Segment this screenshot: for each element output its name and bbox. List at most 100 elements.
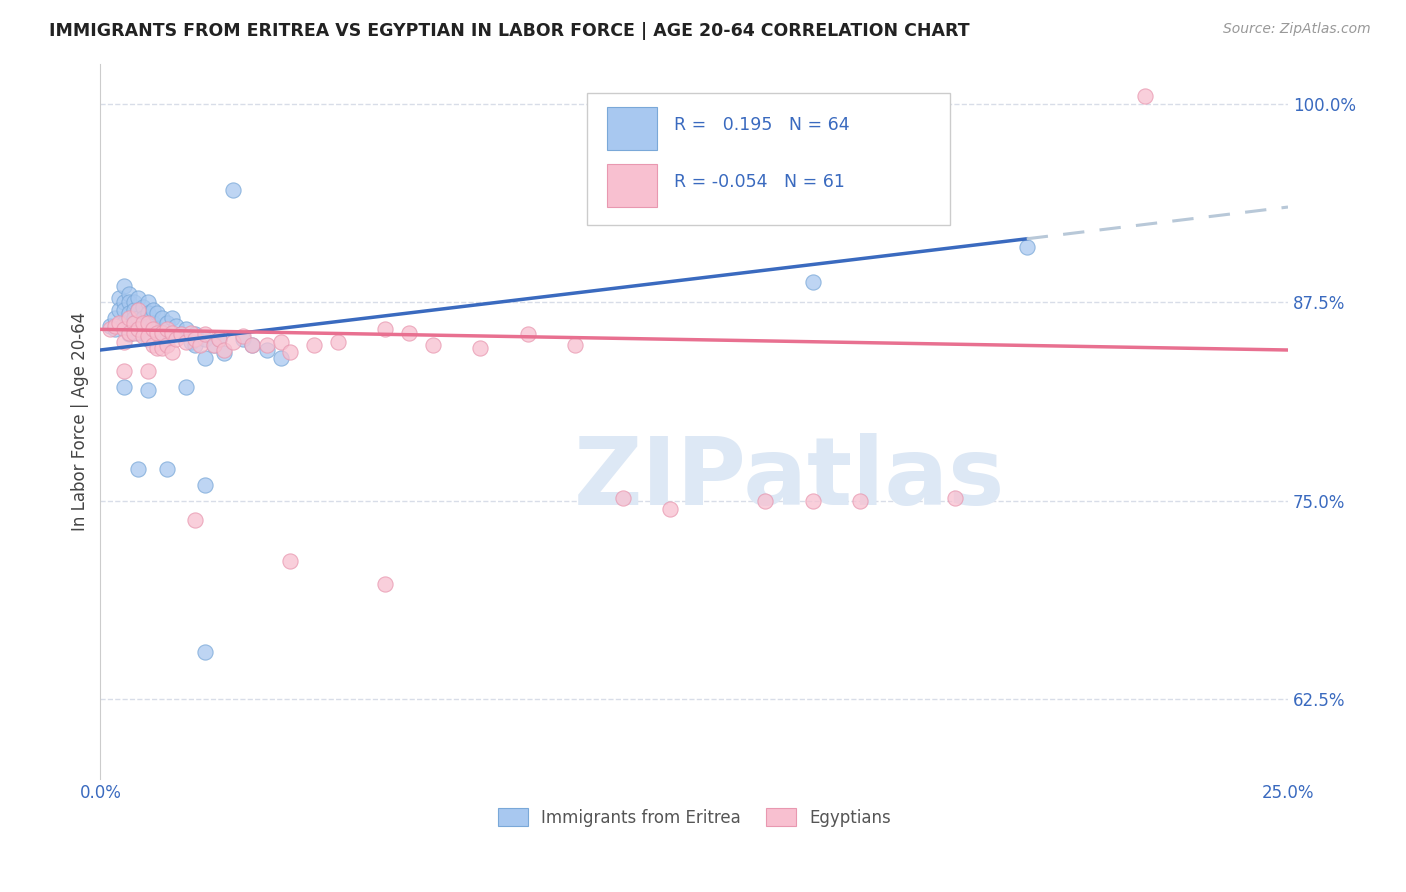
Point — [174, 322, 197, 336]
Point — [112, 316, 135, 330]
Point — [122, 322, 145, 336]
Point — [270, 334, 292, 349]
Point — [132, 300, 155, 314]
Point — [232, 328, 254, 343]
Point — [180, 334, 202, 349]
Point — [194, 332, 217, 346]
Point — [222, 183, 245, 197]
Point — [142, 338, 165, 352]
Point — [184, 513, 207, 527]
Point — [122, 295, 145, 310]
Text: R = -0.054   N = 61: R = -0.054 N = 61 — [673, 173, 845, 191]
Point — [108, 316, 131, 330]
Point — [136, 328, 159, 343]
Point — [118, 295, 141, 310]
Point — [118, 319, 141, 334]
Point — [136, 383, 159, 397]
Point — [188, 338, 211, 352]
Point — [118, 306, 141, 320]
Point — [180, 326, 202, 340]
Point — [146, 342, 169, 356]
Point — [422, 338, 444, 352]
Point — [104, 311, 127, 326]
Point — [150, 342, 173, 356]
Point — [118, 326, 141, 340]
Point — [118, 327, 141, 342]
Point — [240, 338, 263, 352]
Point — [108, 303, 131, 318]
Point — [194, 478, 217, 492]
FancyBboxPatch shape — [607, 107, 658, 150]
Point — [754, 494, 776, 508]
Text: R =   0.195   N = 64: R = 0.195 N = 64 — [673, 116, 849, 134]
Point — [208, 332, 231, 346]
Point — [146, 322, 169, 336]
Point — [212, 343, 235, 357]
Point — [194, 327, 217, 342]
Point — [156, 462, 179, 476]
Point — [1015, 240, 1038, 254]
Point — [174, 379, 197, 393]
Point — [240, 338, 263, 352]
Point — [165, 319, 187, 334]
Point — [156, 332, 179, 346]
Point — [232, 332, 254, 346]
Point — [170, 327, 193, 342]
Point — [470, 342, 492, 356]
Point — [194, 645, 217, 659]
Point — [280, 344, 302, 359]
Point — [132, 322, 155, 336]
Point — [849, 494, 872, 508]
Point — [127, 462, 149, 476]
Point — [160, 326, 183, 340]
Point — [174, 334, 197, 349]
Point — [184, 332, 207, 346]
Point — [127, 291, 149, 305]
Point — [136, 332, 159, 346]
Point — [146, 326, 169, 340]
Point — [132, 311, 155, 326]
Point — [801, 494, 824, 508]
FancyBboxPatch shape — [588, 93, 949, 225]
Point — [112, 279, 135, 293]
Point — [122, 311, 145, 326]
Point — [160, 327, 183, 342]
Point — [112, 364, 135, 378]
Point — [104, 319, 127, 334]
Point — [142, 303, 165, 318]
Text: IMMIGRANTS FROM ERITREA VS EGYPTIAN IN LABOR FORCE | AGE 20-64 CORRELATION CHART: IMMIGRANTS FROM ERITREA VS EGYPTIAN IN L… — [49, 22, 970, 40]
Point — [160, 311, 183, 326]
Point — [326, 334, 349, 349]
Point — [659, 501, 682, 516]
Point — [142, 316, 165, 330]
Point — [118, 287, 141, 301]
Point — [136, 316, 159, 330]
Point — [374, 322, 396, 336]
Point — [280, 554, 302, 568]
Point — [302, 338, 325, 352]
Point — [184, 338, 207, 352]
FancyBboxPatch shape — [607, 164, 658, 207]
Point — [270, 351, 292, 365]
Point — [256, 343, 278, 357]
Point — [208, 332, 231, 346]
Point — [801, 275, 824, 289]
Point — [170, 327, 193, 342]
Legend: Immigrants from Eritrea, Egyptians: Immigrants from Eritrea, Egyptians — [489, 800, 898, 835]
Text: Source: ZipAtlas.com: Source: ZipAtlas.com — [1223, 22, 1371, 37]
Point — [136, 295, 159, 310]
Point — [202, 338, 225, 352]
Point — [212, 346, 235, 360]
Point — [156, 316, 179, 330]
Point — [150, 311, 173, 326]
Point — [98, 319, 121, 334]
Point — [112, 334, 135, 349]
Point — [165, 332, 187, 346]
Point — [108, 291, 131, 305]
Point — [222, 334, 245, 349]
Point — [150, 326, 173, 340]
Point — [136, 364, 159, 378]
Point — [127, 326, 149, 340]
Point — [398, 326, 420, 340]
Point — [612, 491, 634, 505]
